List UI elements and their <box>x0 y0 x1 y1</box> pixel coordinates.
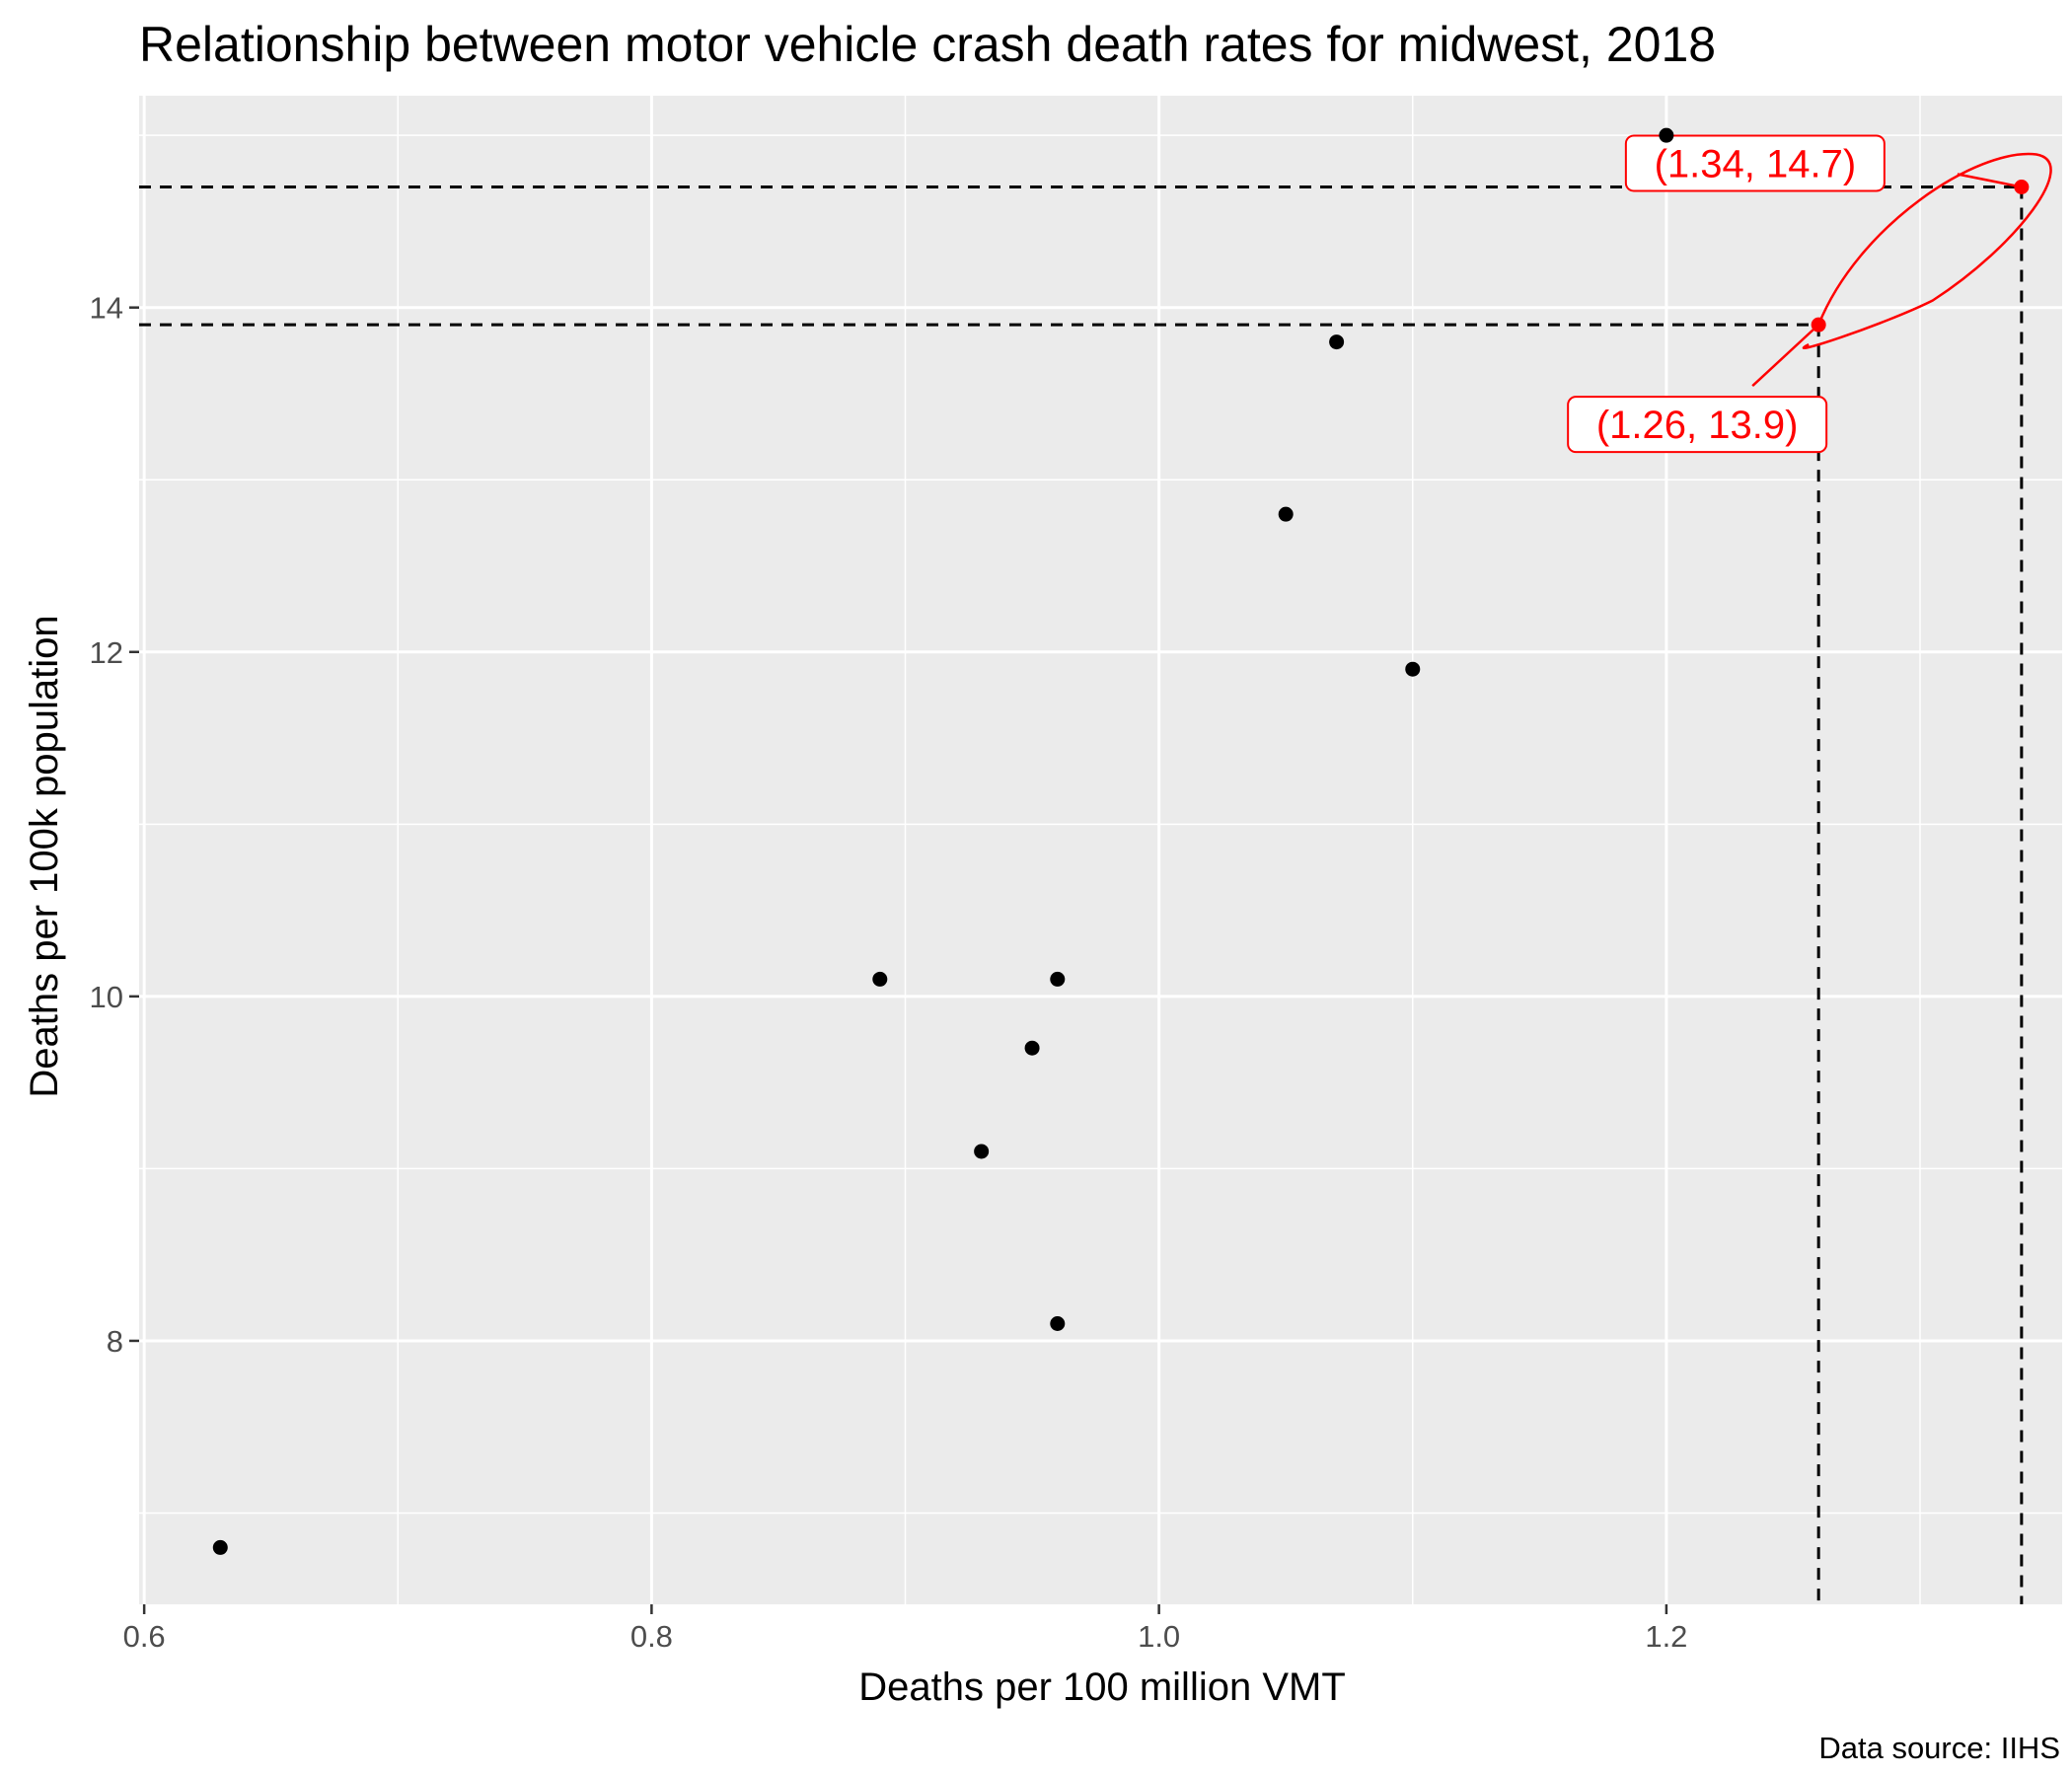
y-tick-label: 12 <box>90 635 123 670</box>
data-point <box>1050 971 1066 987</box>
annotation-label: (1.26, 13.9) <box>1596 404 1799 447</box>
data-point <box>1278 506 1294 522</box>
x-tick-label: 0.6 <box>123 1619 166 1654</box>
data-point <box>872 971 888 987</box>
data-point <box>1659 127 1674 143</box>
highlighted-data-point <box>2014 180 2030 195</box>
data-point <box>1024 1040 1040 1056</box>
y-tick-label: 14 <box>90 291 123 326</box>
chart-caption: Data source: IIHS <box>1818 1731 2060 1765</box>
data-point <box>1329 334 1345 350</box>
x-tick-label: 1.2 <box>1645 1619 1687 1654</box>
chart-title: Relationship between motor vehicle crash… <box>139 17 1716 72</box>
data-point <box>1050 1315 1066 1331</box>
gridlines <box>139 96 2062 1604</box>
panel-background <box>139 96 2062 1604</box>
data-point <box>974 1144 990 1159</box>
annotation-leader-line <box>1751 324 1820 388</box>
highlighted-data-point <box>1811 317 1826 333</box>
plot-panel <box>139 96 2062 1604</box>
annotation-leader-curve <box>1802 152 2052 349</box>
data-point <box>1405 661 1421 677</box>
x-tick-label: 1.0 <box>1138 1619 1180 1654</box>
annotation-box <box>1567 396 1828 454</box>
x-tick-label: 0.8 <box>630 1619 673 1654</box>
y-axis-label: Deaths per 100k population <box>23 615 66 1097</box>
y-tick-label: 8 <box>107 1324 123 1359</box>
annotation-callouts: (1.34, 14.7) (1.26, 13.9) <box>1567 134 2052 454</box>
x-axis-label: Deaths per 100 million VMT <box>858 1665 1346 1709</box>
data-point <box>212 1539 228 1555</box>
axes: 0.6 0.8 1.0 1.2 8 10 12 14 <box>90 291 1688 1654</box>
annotation-leader-line <box>1957 173 2023 188</box>
y-tick-label: 10 <box>90 980 123 1014</box>
reference-lines <box>139 185 2024 1604</box>
data-points <box>212 127 2030 1555</box>
annotation-label: (1.34, 14.7) <box>1655 143 1857 186</box>
annotation-box <box>1624 134 1886 192</box>
